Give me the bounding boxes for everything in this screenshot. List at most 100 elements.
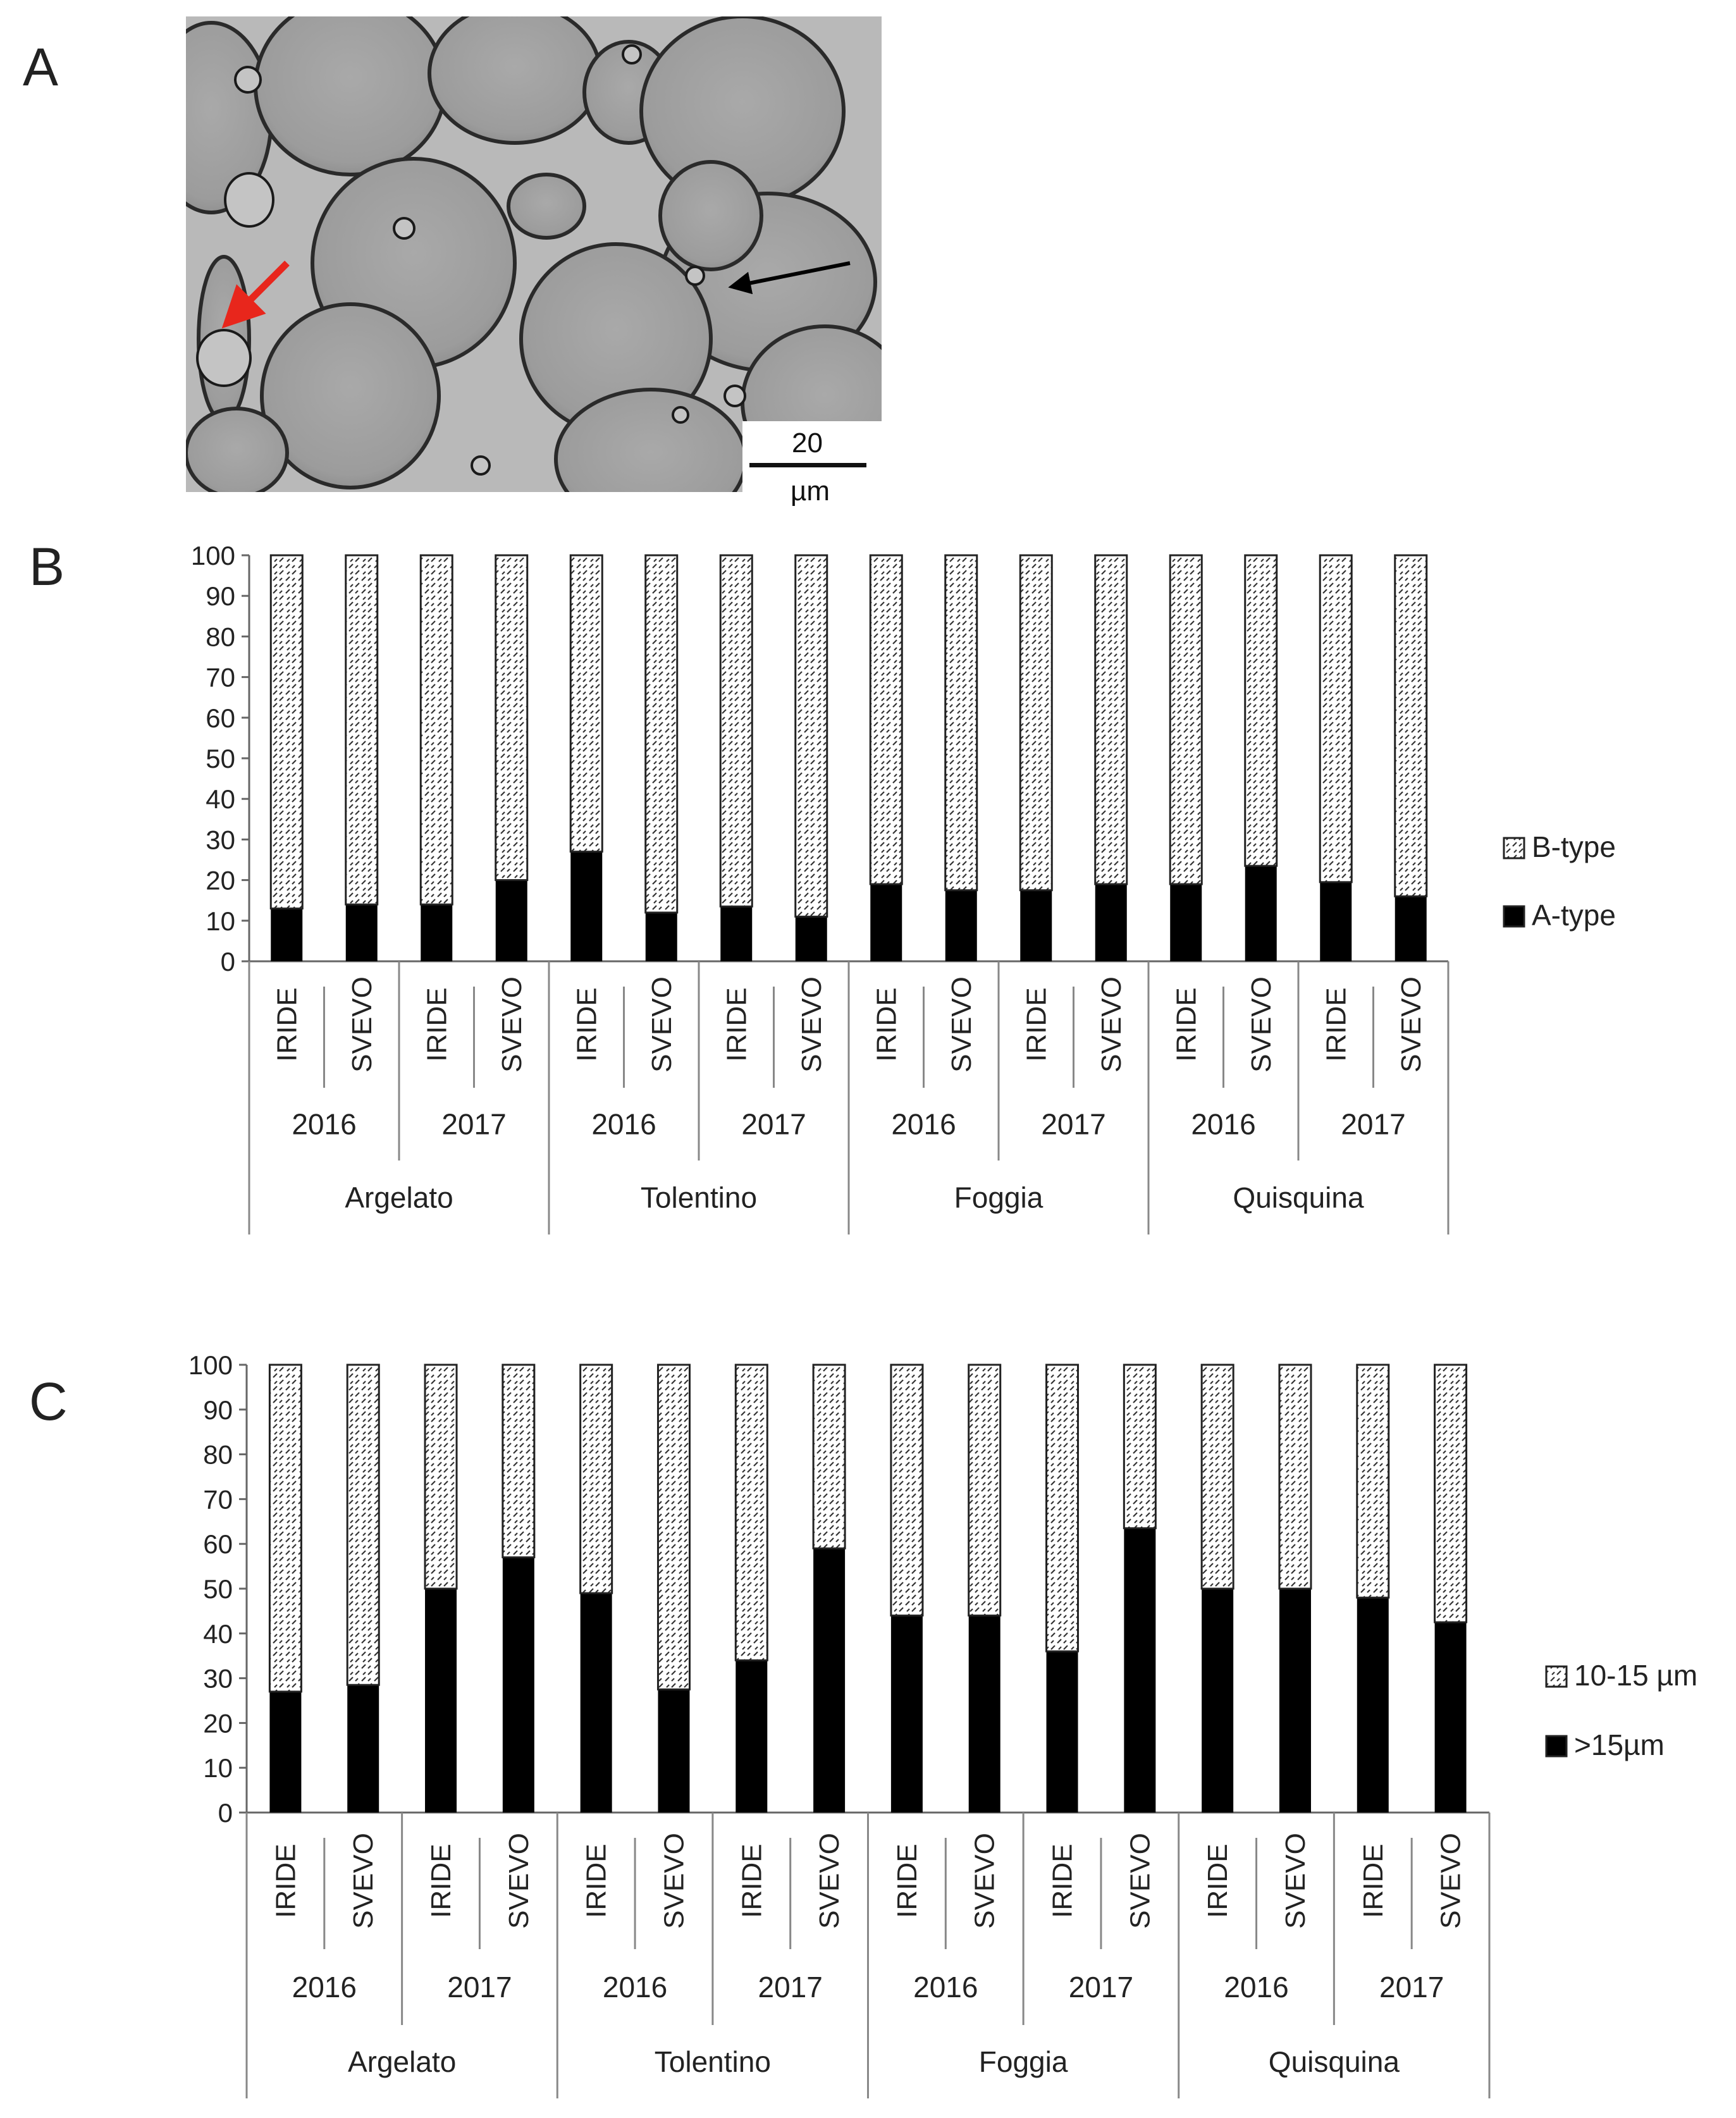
y-tick-label: 90 [203, 1395, 233, 1425]
variety-label: IRIDE [271, 987, 302, 1061]
bar-segment-atype [720, 906, 753, 961]
y-tick-label: 40 [203, 1619, 233, 1649]
variety-label: SVEVO [646, 976, 677, 1073]
y-tick-label: 20 [206, 866, 235, 896]
bar-segment-btype [869, 554, 903, 885]
variety-label: SVEVO [348, 1833, 379, 1929]
variety-label: SVEVO [1096, 976, 1127, 1073]
variety-label: SVEVO [1280, 1833, 1311, 1929]
bar-segment-15m [347, 1685, 379, 1813]
y-tick-label: 60 [203, 1529, 233, 1559]
bar-segment-btype [1094, 554, 1128, 885]
panel-a-letter: A [23, 37, 59, 97]
starch-granule-micrograph [186, 16, 882, 492]
legend-label: B-type [1532, 830, 1616, 863]
location-label: Argelato [348, 2045, 456, 2078]
bar-segment-1015m [1200, 1364, 1234, 1590]
variety-label: SVEVO [970, 1833, 1000, 1929]
variety-label: SVEVO [814, 1833, 845, 1929]
bar-segment-atype [1320, 882, 1352, 961]
legend-swatch [1545, 1735, 1568, 1758]
bar-segment-15m [502, 1557, 534, 1813]
panel-c-letter: C [29, 1372, 68, 1431]
bar-segment-1015m [346, 1364, 380, 1686]
y-tick-label: 20 [203, 1708, 233, 1738]
variety-label: IRIDE [571, 987, 602, 1061]
year-label: 2017 [758, 1971, 823, 2004]
bar-segment-btype [1244, 554, 1278, 867]
y-tick-label: 30 [206, 825, 235, 854]
y-tick-label: 100 [191, 541, 235, 570]
bar-segment-atype [1095, 884, 1127, 961]
variety-label: IRIDE [426, 1844, 457, 1918]
location-label: Quisquina [1269, 2045, 1400, 2078]
bar-segment-btype [944, 554, 978, 892]
bar-segment-15m [425, 1589, 457, 1813]
year-label: 2016 [913, 1971, 978, 2004]
bar-segment-atype [870, 884, 902, 961]
variety-label: SVEVO [503, 1833, 534, 1929]
y-tick-label: 10 [206, 906, 235, 936]
variety-label: IRIDE [1358, 1844, 1389, 1918]
location-label: Foggia [954, 1181, 1043, 1214]
variety-label: SVEVO [347, 976, 378, 1073]
bar-segment-1015m [1123, 1364, 1157, 1529]
bar-segment-1015m [656, 1364, 691, 1690]
y-tick-label: 80 [203, 1440, 233, 1470]
year-label: 2017 [447, 1971, 512, 2004]
variety-label: SVEVO [1124, 1833, 1155, 1929]
variety-label: IRIDE [721, 987, 752, 1061]
variety-label: IRIDE [270, 1844, 301, 1918]
bar-segment-15m [1202, 1589, 1234, 1813]
year-label: 2016 [1224, 1971, 1288, 2004]
bar-segment-1015m [424, 1364, 458, 1590]
location-label: Tolentino [655, 2045, 771, 2078]
y-tick-label: 50 [206, 744, 235, 773]
y-tick-label: 70 [203, 1484, 233, 1514]
bar-segment-atype [795, 916, 827, 961]
year-label: 2017 [1379, 1971, 1444, 2004]
bar-segment-atype [421, 904, 453, 961]
bar-segment-15m [1046, 1651, 1078, 1813]
bar-segment-btype [345, 554, 379, 906]
bar-segment-btype [1394, 554, 1428, 897]
bar-segment-15m [1279, 1589, 1311, 1813]
year-label: 2017 [1041, 1108, 1105, 1141]
bar-segment-btype [644, 554, 679, 914]
bar-segment-15m [736, 1660, 768, 1813]
bar-segment-1015m [812, 1364, 846, 1549]
bar-segment-15m [269, 1691, 302, 1813]
bar-segment-1015m [968, 1364, 1002, 1616]
variety-label: IRIDE [871, 987, 902, 1061]
year-label: 2017 [1341, 1108, 1405, 1141]
variety-label: IRIDE [892, 1844, 923, 1918]
scale-bar-value: 20 [792, 428, 823, 459]
variety-label: IRIDE [1021, 987, 1052, 1061]
y-tick-label: 40 [206, 784, 235, 814]
bar-segment-atype [271, 908, 303, 961]
location-label: Argelato [345, 1181, 453, 1214]
bar-segment-btype [569, 554, 603, 853]
location-label: Tolentino [641, 1181, 757, 1214]
year-label: 2016 [292, 1108, 356, 1141]
scale-bar [749, 463, 866, 467]
bar-segment-btype [1019, 554, 1053, 892]
bar-segment-atype [1020, 890, 1052, 961]
year-label: 2017 [441, 1108, 506, 1141]
year-label: 2016 [891, 1108, 956, 1141]
bar-segment-atype [1245, 866, 1277, 961]
legend-label: 10-15 µm [1574, 1659, 1697, 1692]
bar-segment-atype [1170, 884, 1202, 961]
bar-segment-btype [1169, 554, 1203, 885]
bar-segment-atype [1394, 896, 1427, 961]
y-tick-label: 70 [206, 663, 235, 693]
variety-label: IRIDE [1202, 1844, 1233, 1918]
y-tick-label: 90 [206, 581, 235, 611]
location-label: Quisquina [1233, 1181, 1364, 1214]
variety-label: IRIDE [581, 1844, 612, 1918]
bar-segment-15m [1124, 1528, 1156, 1813]
year-label: 2016 [1191, 1108, 1255, 1141]
variety-label: SVEVO [796, 976, 827, 1073]
bar-segment-btype [794, 554, 828, 918]
bar-segment-15m [1434, 1622, 1467, 1813]
